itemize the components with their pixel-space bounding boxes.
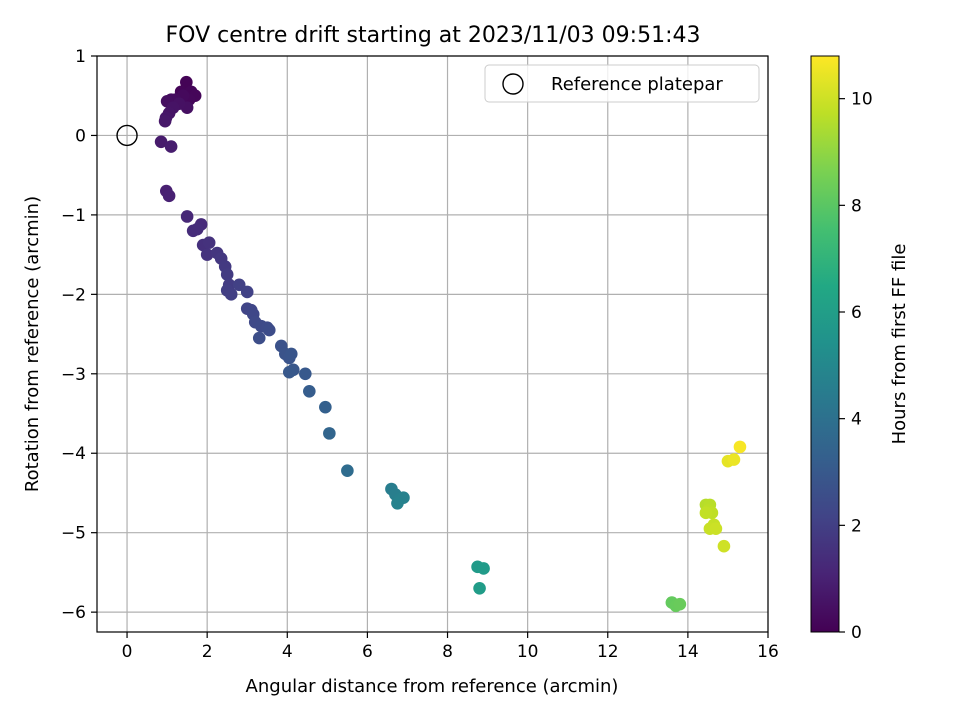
plot-frame — [96, 55, 769, 633]
colorbar-tick-label: 0 — [851, 623, 862, 643]
data-point — [282, 365, 296, 379]
data-point — [240, 285, 254, 299]
data-point — [303, 384, 316, 398]
y-tick-label: −2 — [61, 285, 86, 305]
data-point — [220, 268, 234, 281]
data-point — [733, 440, 747, 454]
reference-platepar-marker — [116, 124, 138, 147]
data-point — [299, 367, 312, 381]
y-tick-label: 1 — [75, 47, 86, 67]
data-point — [180, 210, 194, 223]
data-point — [477, 562, 490, 575]
y-tick-label: −5 — [61, 524, 86, 544]
colorbar-gradient — [810, 55, 840, 633]
x-tick-label: 14 — [677, 642, 699, 662]
data-point — [164, 140, 178, 153]
data-point — [319, 400, 332, 414]
data-point — [252, 331, 266, 345]
legend: Reference platepar — [484, 64, 760, 103]
data-point — [391, 496, 404, 510]
data-point — [284, 347, 298, 361]
data-point — [727, 453, 741, 466]
x-tick-label: 12 — [597, 642, 619, 662]
data-point — [162, 189, 176, 203]
data-point — [224, 288, 238, 301]
y-axis-label: Rotation from reference (arcmin) — [22, 196, 43, 492]
colorbar-ticks: 0 2 4 6 8 10 — [839, 90, 873, 643]
data-point — [473, 582, 486, 595]
y-tick-label: 0 — [75, 126, 86, 146]
x-tick-label: 6 — [362, 642, 373, 662]
y-tick-label: −3 — [61, 365, 86, 385]
data-point — [190, 222, 204, 236]
data-points — [154, 75, 747, 613]
legend-reference-marker — [502, 73, 524, 95]
colorbar: 0 2 4 6 8 10 Hours from first FF file — [810, 55, 910, 643]
reference-marker-layer — [116, 124, 138, 147]
x-tick-label: 16 — [757, 642, 779, 662]
legend-box — [484, 64, 760, 103]
data-point — [717, 539, 731, 553]
legend-label: Reference platepar — [551, 74, 723, 95]
data-point — [699, 506, 713, 520]
x-tick-label: 10 — [517, 642, 539, 662]
x-axis-ticks: 0 2 4 6 8 10 12 14 16 — [122, 632, 779, 662]
x-tick-label: 2 — [202, 642, 213, 662]
data-point — [262, 323, 276, 337]
chart-title: FOV centre drift starting at 2023/11/03 … — [166, 23, 701, 48]
colorbar-tick-label: 4 — [851, 410, 862, 430]
colorbar-tick-label: 6 — [851, 303, 862, 323]
data-point — [180, 75, 193, 89]
data-point — [202, 236, 216, 250]
y-tick-label: −1 — [61, 206, 86, 226]
data-point — [709, 522, 723, 536]
colorbar-tick-label: 2 — [851, 516, 862, 536]
data-point — [154, 135, 168, 149]
data-point — [323, 427, 336, 440]
colorbar-tick-label: 8 — [851, 196, 862, 216]
data-point — [200, 248, 214, 261]
colorbar-tick-label: 10 — [851, 90, 873, 110]
data-point — [341, 464, 354, 478]
x-axis-label: Angular distance from reference (arcmin) — [246, 676, 619, 697]
colorbar-label: Hours from first FF file — [889, 244, 910, 445]
x-tick-label: 8 — [442, 642, 453, 662]
x-tick-label: 0 — [122, 642, 133, 662]
data-point — [158, 114, 172, 128]
y-tick-label: −6 — [61, 603, 86, 623]
y-tick-label: −4 — [61, 444, 86, 464]
data-point — [673, 597, 687, 611]
x-tick-label: 4 — [282, 642, 293, 662]
y-axis-ticks: −6 −5 −4 −3 −2 −1 0 1 — [61, 47, 97, 623]
